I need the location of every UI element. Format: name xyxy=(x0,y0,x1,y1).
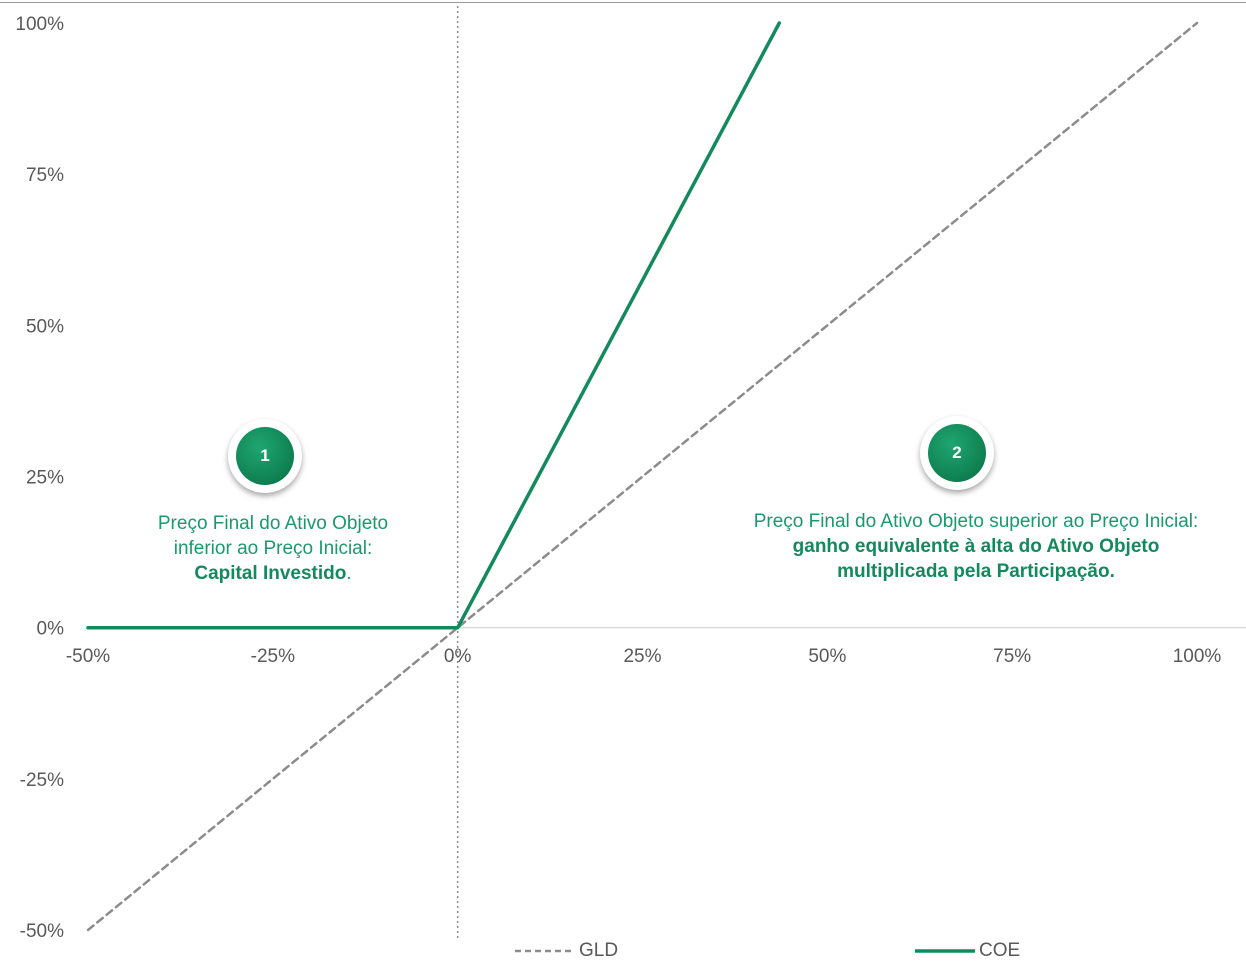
y-tick-label: 25% xyxy=(26,468,64,489)
annotation-1-line-1: Preço Final do Ativo Objeto xyxy=(157,513,389,534)
x-tick-label: 75% xyxy=(993,646,1031,667)
series-line-coe xyxy=(86,21,782,630)
annotation-2: Preço Final do Ativo Objeto superior ao … xyxy=(706,509,1246,584)
annotation-1-suffix: . xyxy=(346,563,352,584)
annotation-1-line-3: Capital Investido. xyxy=(98,561,448,586)
legend-gld-swatch xyxy=(515,949,575,953)
x-tick-label: -50% xyxy=(66,646,110,667)
legend-item-coe: COE xyxy=(915,940,1020,962)
x-tick-label: 0% xyxy=(444,646,472,667)
badge-1: 1 xyxy=(228,419,302,493)
y-tick-label: 100% xyxy=(15,14,64,35)
legend-gld-label: GLD xyxy=(579,940,619,961)
y-tick-label: -50% xyxy=(20,921,64,942)
legend-coe-swatch xyxy=(915,949,975,953)
tick-labels: -50% -25% 0% 25% 50% 75% 100% 100% 75% 50% 25% 0% -2… xyxy=(15,14,1221,942)
y-tick-label: -25% xyxy=(20,770,64,791)
y-tick-label: 75% xyxy=(26,165,64,186)
annotation-1-bold: Capital Investido xyxy=(194,563,347,584)
axes xyxy=(0,2,1246,940)
series-layer xyxy=(86,21,1199,932)
badge-1-number: 1 xyxy=(236,427,294,485)
annotation-1: Preço Final do Ativo Objeto inferior ao … xyxy=(98,511,448,586)
y-tick-label: 50% xyxy=(26,316,64,337)
x-tick-label: 50% xyxy=(808,646,846,667)
annotation-2-line-1: Preço Final do Ativo Objeto superior ao … xyxy=(753,511,1199,532)
legend-coe-label: COE xyxy=(979,940,1021,961)
series-line-gld xyxy=(86,21,1199,932)
badge-2-number: 2 xyxy=(928,424,986,482)
annotation-2-bold-line-1: ganho equivalente à alta do Ativo Objeto xyxy=(792,536,1160,557)
annotation-2-bold-line-2: multiplicada pela Participação. xyxy=(837,561,1115,582)
legend-item-gld: GLD xyxy=(515,940,618,962)
x-tick-label: 100% xyxy=(1173,646,1222,667)
y-tick-label: 0% xyxy=(37,619,65,640)
annotation-1-line-2: inferior ao Preço Inicial: xyxy=(173,538,373,559)
badge-2: 2 xyxy=(920,416,994,490)
x-tick-label: 25% xyxy=(623,646,661,667)
x-tick-label: -25% xyxy=(251,646,295,667)
